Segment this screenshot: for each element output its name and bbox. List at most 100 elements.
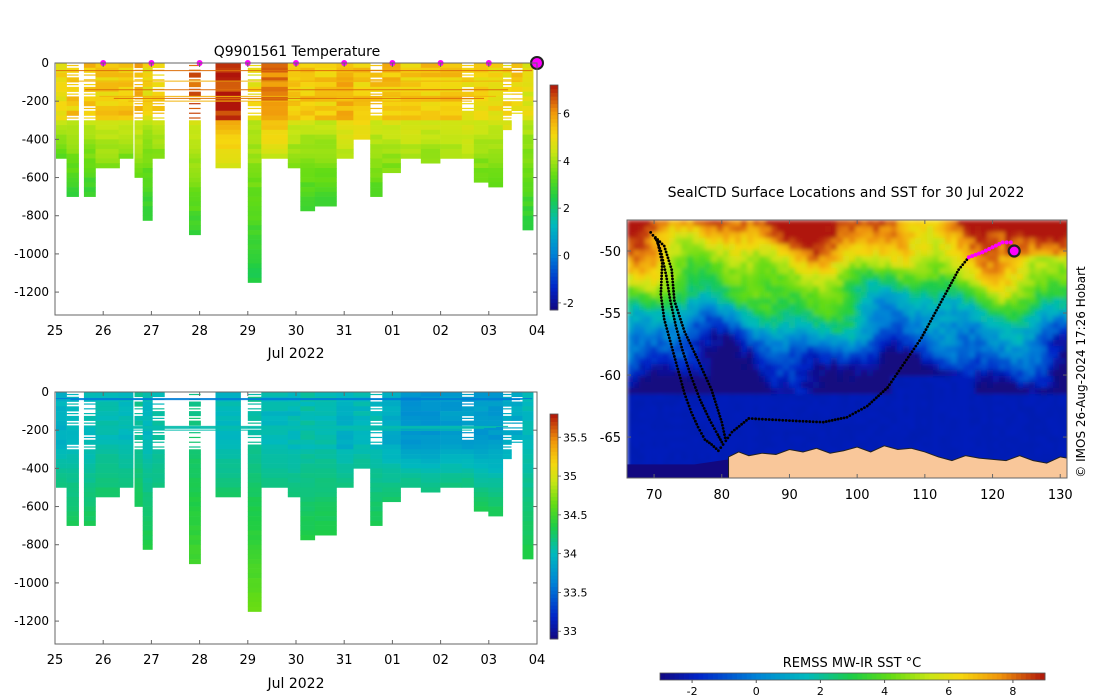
sst-cell	[627, 400, 634, 407]
sst-cell	[1047, 430, 1054, 437]
sst-cell	[681, 232, 688, 239]
profile-cell	[247, 158, 262, 164]
profile-cell	[83, 120, 96, 126]
sst-cell	[741, 298, 748, 305]
profile-cell	[152, 473, 165, 479]
profile-cell	[118, 392, 134, 398]
sst-cell	[1035, 346, 1042, 353]
sst-cell	[1065, 382, 1067, 389]
profile-cell	[247, 535, 262, 541]
sst-cell	[909, 430, 916, 437]
sst-cell	[765, 442, 772, 449]
track-point	[689, 410, 693, 414]
colorbar-swatch	[550, 126, 558, 131]
profile-cell	[300, 63, 316, 69]
profile-cell	[142, 125, 153, 131]
track-point	[684, 395, 688, 399]
sst-cell	[903, 436, 910, 443]
sst-cell	[831, 268, 838, 275]
profile-cell	[314, 91, 337, 97]
sst-cell	[813, 268, 820, 275]
sst-cell	[711, 244, 718, 251]
profile-cell	[336, 72, 354, 78]
sst-cell	[873, 430, 880, 437]
sst-cell	[765, 436, 772, 443]
sst-cell	[639, 448, 646, 455]
sst-cell	[999, 424, 1006, 431]
sst-cell	[837, 262, 844, 269]
sst-cell	[699, 376, 706, 383]
sst-cell	[981, 340, 988, 347]
profile-cell	[488, 182, 504, 188]
track-point	[667, 336, 671, 340]
sst-cell	[789, 232, 796, 239]
sst-cell	[1023, 334, 1030, 341]
profile-cell	[261, 482, 289, 488]
y-tick-label: -200	[22, 423, 49, 437]
sst-cell	[705, 292, 712, 299]
sst-cell	[645, 460, 652, 467]
profile-cell	[473, 430, 489, 436]
sst-cell	[633, 406, 640, 413]
sst-cell	[1011, 382, 1018, 389]
sst-cell	[759, 412, 766, 419]
sst-cell	[651, 430, 658, 437]
sst-cell	[933, 394, 940, 401]
colorbar-swatch	[550, 122, 558, 127]
profile-cell	[400, 444, 422, 450]
sst-cell	[813, 334, 820, 341]
sst-cell	[1059, 292, 1066, 299]
profile-cell	[55, 82, 67, 88]
sst-cell	[747, 232, 754, 239]
sst-cell	[873, 412, 880, 419]
colorbar-swatch	[550, 268, 558, 273]
sst-cell	[831, 310, 838, 317]
sst-cell	[651, 244, 658, 251]
sst-cell	[831, 364, 838, 371]
sst-cell	[927, 394, 934, 401]
profile-cell	[461, 454, 475, 460]
sst-cell	[1041, 220, 1048, 227]
profile-cell	[247, 98, 262, 100]
sst-cell	[963, 424, 970, 431]
sst-cell	[801, 382, 808, 389]
sst-cell	[843, 232, 850, 239]
sst-cell	[1047, 376, 1054, 383]
sst-cell	[687, 292, 694, 299]
sst-cell	[867, 394, 874, 401]
sst-cell	[669, 412, 676, 419]
profile-cell	[488, 96, 504, 102]
sst-cell	[975, 256, 982, 263]
sst-cell	[987, 442, 994, 449]
sst-cell	[783, 280, 790, 287]
profile-cell	[511, 434, 523, 441]
colorbar-swatch	[550, 556, 558, 561]
sst-cell	[777, 268, 784, 275]
sst-cell	[951, 304, 958, 311]
sst-cell	[681, 334, 688, 341]
sst-cell	[897, 220, 904, 227]
sst-cell	[831, 448, 838, 455]
sst-cell	[903, 244, 910, 251]
profile-cell	[142, 497, 153, 503]
profile-cell	[382, 110, 401, 116]
sst-cell	[915, 316, 922, 323]
sst-cell	[1029, 436, 1036, 443]
profile-cell	[382, 468, 401, 474]
profile-cell	[461, 463, 475, 469]
sst-cell	[1011, 424, 1018, 431]
sst-cell	[813, 376, 820, 383]
sst-cell	[825, 340, 832, 347]
profile-cell	[511, 63, 523, 69]
sst-cell	[645, 280, 652, 287]
sst-cell	[735, 316, 742, 323]
sst-cell	[903, 382, 910, 389]
profile-column	[440, 392, 463, 488]
sst-cell	[813, 256, 820, 263]
profile-cell	[522, 77, 534, 83]
sst-cell	[993, 274, 1000, 281]
sst-cell	[681, 298, 688, 305]
sst-cell	[711, 286, 718, 293]
sst-cell	[813, 346, 820, 353]
sst-cell	[771, 232, 778, 239]
